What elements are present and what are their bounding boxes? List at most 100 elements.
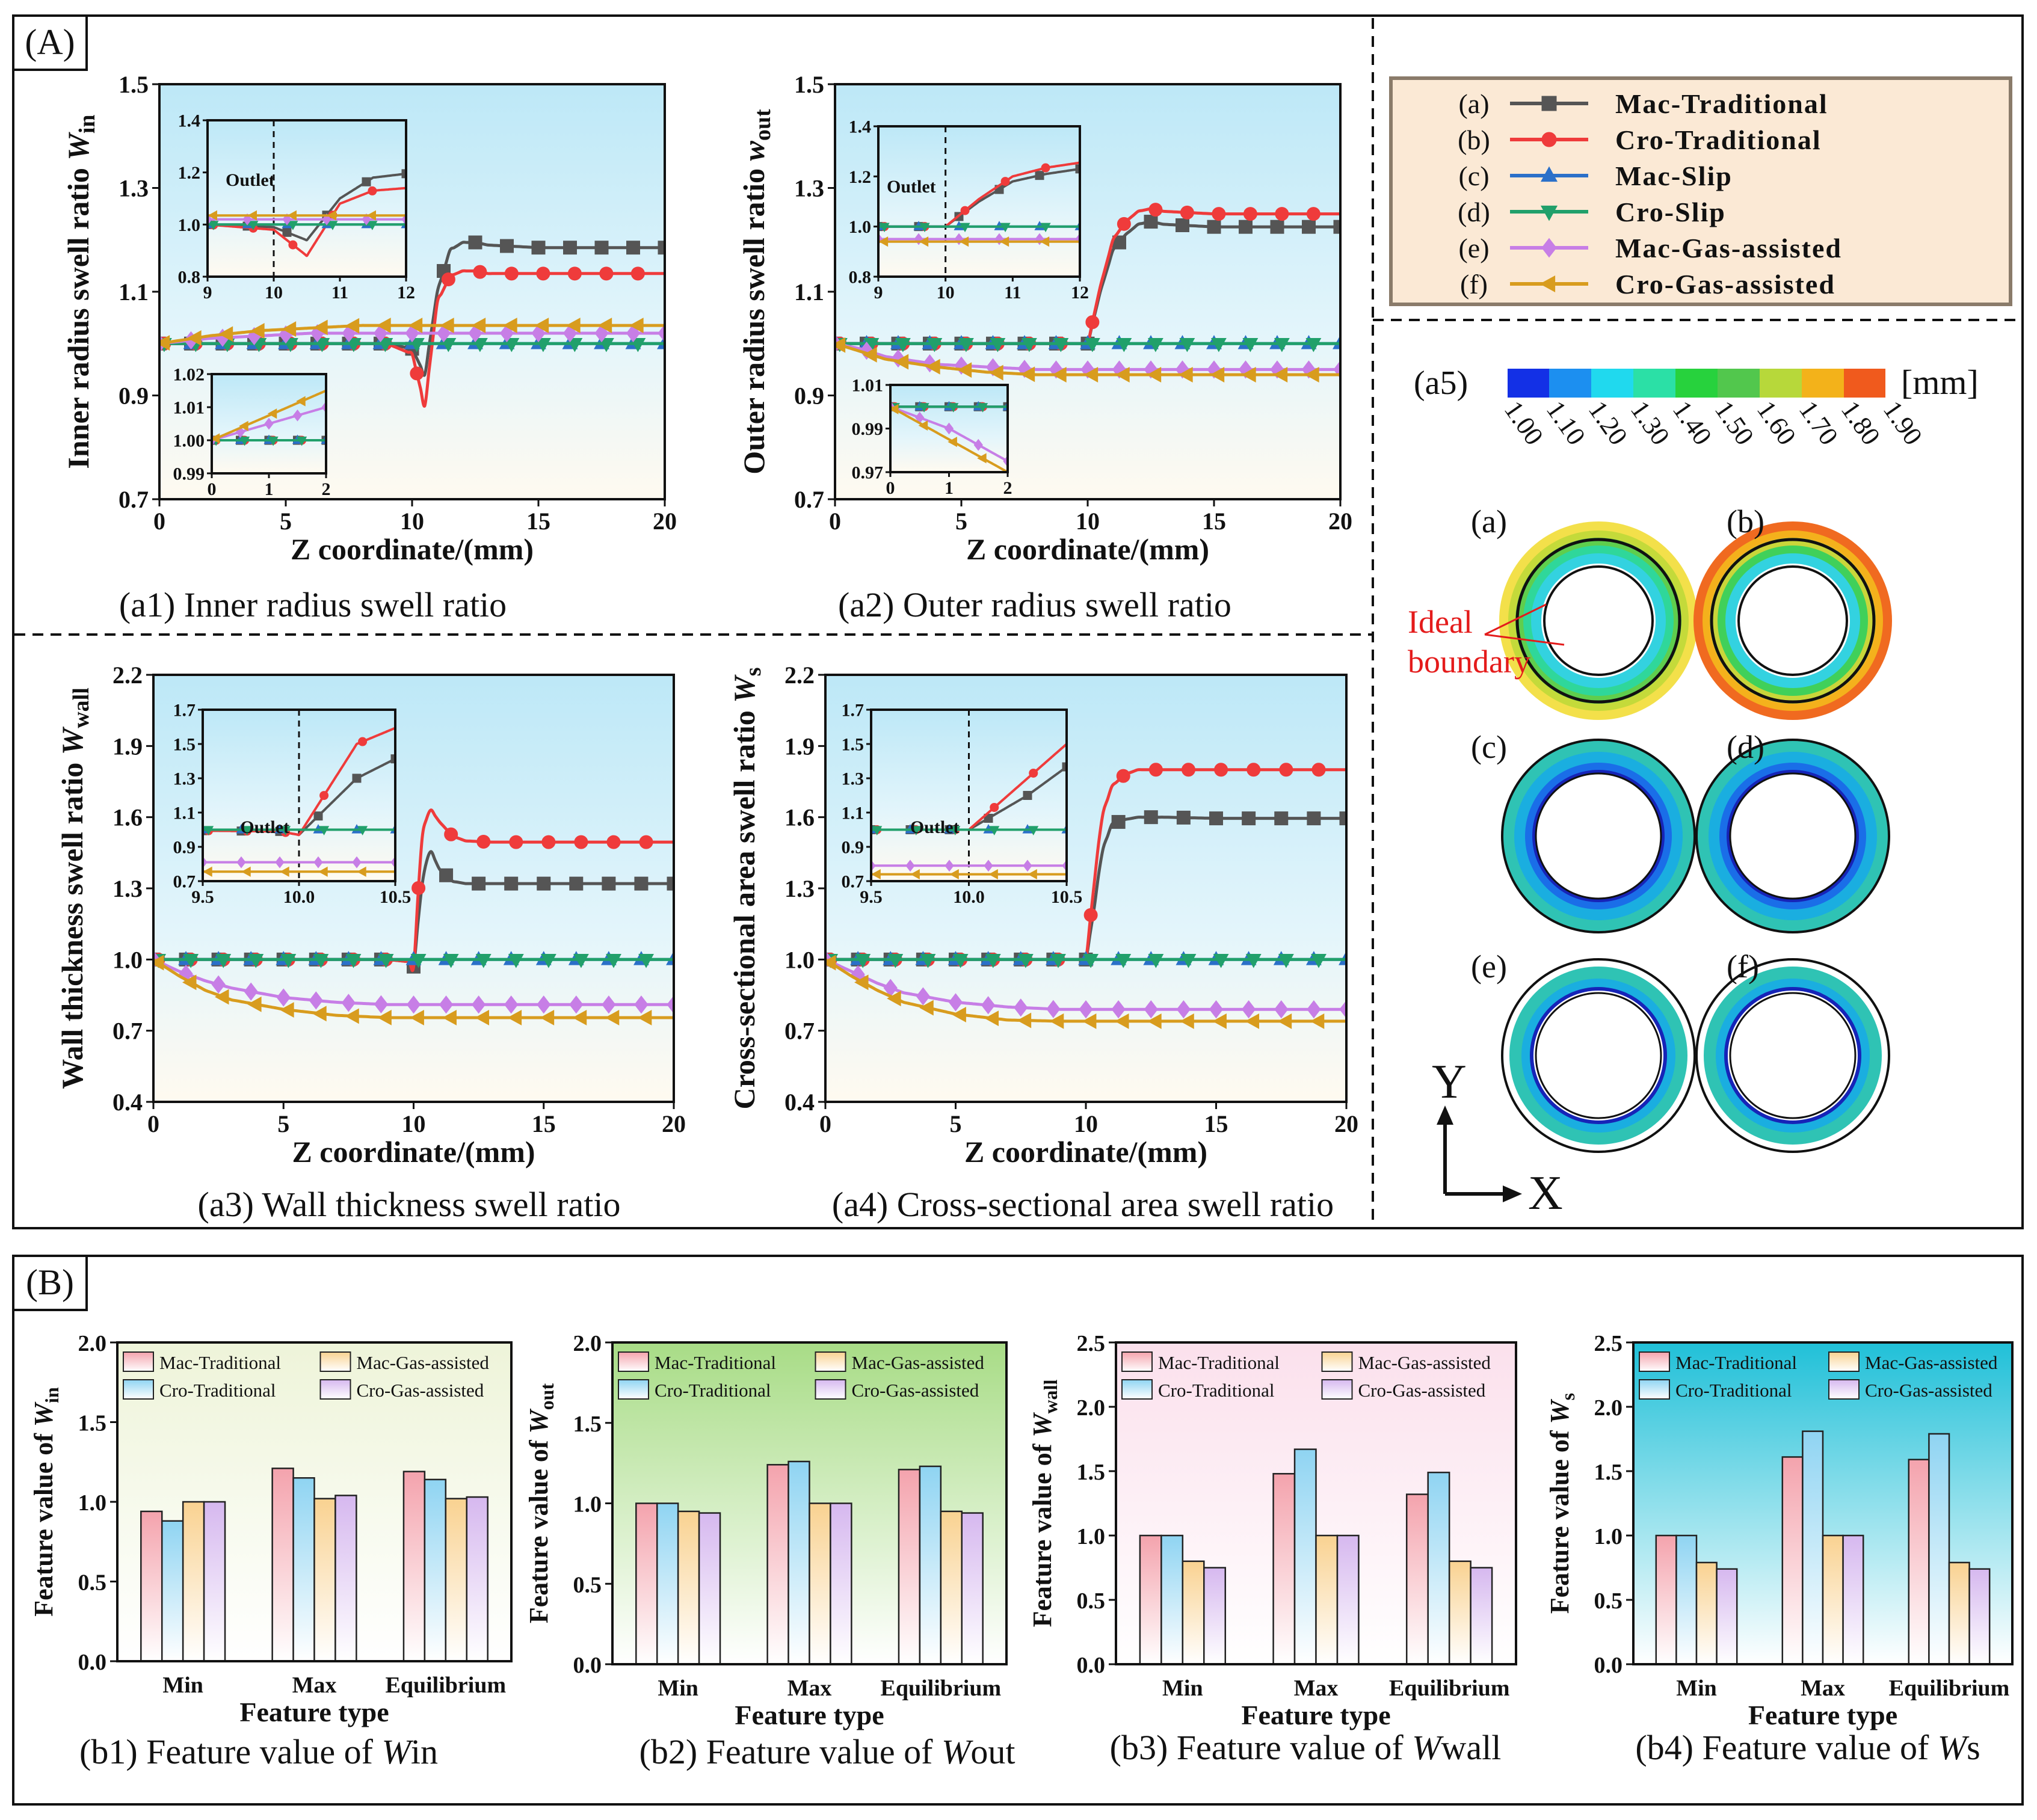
- a1-marker-Cro-Gas-assisted: [313, 319, 328, 336]
- a1-marker-Cro-Traditional: [473, 265, 487, 279]
- a3-marker-Cro-Traditional: [606, 835, 621, 849]
- a1-marker-Mac-Traditional: [563, 241, 577, 255]
- b3-caption: (b3) Feature value of Wwall: [1110, 1728, 1502, 1767]
- a3-xlabel: Z coordinate/(mm): [292, 1135, 535, 1169]
- a3-marker-Mac-Traditional: [537, 876, 551, 891]
- a3-marker-Cro-Gas-assisted: [605, 1010, 620, 1025]
- a4-marker-Cro-Slip: [887, 954, 904, 968]
- a3-marker-Mac-Gas-assisted: [374, 995, 389, 1013]
- panel-A-label: (A): [25, 22, 75, 62]
- a4-marker-Cro-Gas-assisted: [1277, 1013, 1292, 1029]
- a3-marker-Cro-Slip: [215, 954, 232, 968]
- a1-ytick-label: 1.1: [119, 278, 149, 306]
- b3-ytick-label: 1.5: [1077, 1460, 1106, 1485]
- a4-inset1-ytick-label: 0.7: [842, 872, 864, 892]
- a4-inset1-marker-Mac-Gas-assisted: [984, 859, 993, 872]
- a1-ytick-label: 1.3: [119, 175, 149, 202]
- a3-ytick-label: 1.0: [112, 946, 143, 973]
- b4-ylabel: Feature value of Ws: [1545, 1393, 1579, 1614]
- b4-legend-label-2: Mac-Gas-assisted: [1865, 1352, 1998, 1373]
- a2-inset1-marker-Cro-Gas-assisted: [959, 236, 969, 247]
- a4-marker-Mac-Gas-assisted: [1241, 1000, 1256, 1019]
- b3-legend-label-0: Mac-Traditional: [1158, 1352, 1280, 1373]
- b3-bar-Cro-Traditional-Equilibrium: [1427, 1471, 1450, 1665]
- a4-inset1-xtick-label: 10.5: [1051, 887, 1083, 907]
- a4-marker-Mac-Traditional: [1144, 810, 1158, 825]
- a3-inset1-marker-Cro-Gas-assisted: [357, 866, 366, 877]
- a4-marker-Cro-Slip: [1050, 954, 1066, 968]
- a1-xtick-label: 15: [526, 508, 550, 535]
- b1-legend-label-0: Mac-Traditional: [159, 1352, 281, 1373]
- a2-inset1-xtick-label: 10: [937, 283, 955, 303]
- b3-ytick-label: 2.5: [1077, 1331, 1106, 1356]
- series-legend: (a) Mac-Traditional (b) Cro-Traditional (c) M…: [1389, 76, 2012, 306]
- a4-marker-Mac-Traditional: [1307, 811, 1321, 826]
- a4-marker-Mac-Gas-assisted: [1274, 1000, 1289, 1019]
- a4-marker-Cro-Gas-assisted: [1082, 1013, 1097, 1029]
- a3-marker-Mac-Traditional: [472, 876, 486, 891]
- a2-marker-Cro-Gas-assisted: [1115, 367, 1130, 383]
- a4-inset1-marker-Mac-Gas-assisted: [1023, 859, 1032, 872]
- a1-marker-Cro-Slip: [314, 337, 330, 352]
- legend-label-5: Cro-Gas-assisted: [1615, 269, 1835, 300]
- b1-category-label: Max: [292, 1673, 337, 1698]
- a3-inset1-marker-Mac-Gas-assisted: [352, 856, 362, 868]
- legend-tag-2: (c): [1458, 161, 1489, 191]
- a2-marker-Mac-Gas-assisted: [922, 354, 937, 373]
- a1-inset2-marker-Cro-Gas-assisted: [296, 396, 306, 407]
- b4-legend-label-3: Cro-Gas-assisted: [1865, 1380, 1992, 1401]
- a3-marker-Cro-Slip: [345, 954, 362, 968]
- a3-marker-Cro-Gas-assisted: [153, 955, 164, 971]
- a2-marker-Cro-Gas-assisted: [957, 362, 972, 378]
- colorbar-cell-8: [1844, 368, 1886, 398]
- b1-legend-swatch-1: [123, 1379, 154, 1400]
- a3-inset1-marker-Cro-Gas-assisted: [280, 866, 289, 877]
- a2-inset1-marker-Mac-Traditional: [1075, 164, 1080, 174]
- a2-marker-Cro-Slip: [1053, 337, 1069, 352]
- a1-inset-outlet: 9 10 11 12 0.8 1.0 1.2 1.4 Outlet: [178, 111, 416, 303]
- a4-xlabel: Z coordinate/(mm): [964, 1135, 1207, 1169]
- a3-marker-Cro-Traditional: [444, 827, 458, 841]
- a3-inset1-marker-Mac-Gas-assisted: [313, 856, 323, 868]
- a1-inset1-marker-Cro-Slip: [327, 221, 338, 230]
- a2-inset1-marker-Cro-Traditional: [1041, 163, 1050, 173]
- b1-bar-Cro-Traditional-Min: [161, 1520, 184, 1662]
- b1-bar-Mac-Traditional-Equilibrium: [402, 1471, 426, 1662]
- b4-category-label: Equilibrium: [1889, 1676, 2010, 1701]
- a2-marker-Cro-Slip: [1242, 337, 1259, 352]
- a3-marker-Cro-Slip: [606, 954, 621, 968]
- a4-ytick-label: 1.9: [784, 733, 815, 760]
- legend-marker-4: [1541, 238, 1557, 258]
- a3-marker-Mac-Traditional: [439, 868, 454, 882]
- b1-bar-Mac-Gas-assisted-Equilibrium: [445, 1498, 468, 1662]
- chart-a4: 0 5 10 15 20 0.4 0.7 1.0 1.3 1.6 1.9 2.2 Z coordinat…: [727, 662, 1358, 1224]
- ideal-boundary-text-1: Ideal: [1408, 604, 1473, 640]
- b4-ytick-label: 1.5: [1594, 1460, 1623, 1485]
- a3-inset1-ytick-label: 1.1: [173, 804, 196, 823]
- a3-ytick-label: 1.9: [112, 733, 143, 760]
- b3-bar-Mac-Traditional-Min: [1139, 1534, 1162, 1665]
- b2-ytick-label: 1.0: [573, 1492, 602, 1517]
- b4-legend-label-1: Cro-Traditional: [1675, 1380, 1792, 1401]
- a3-inset1-xtick-label: 10.5: [380, 887, 411, 907]
- colorbar-tick-7: 1.70: [1793, 396, 1844, 450]
- a2-marker-Cro-Gas-assisted: [1273, 367, 1288, 383]
- ideal-boundary-annotation: Ideal boundary: [1408, 603, 1565, 680]
- a3-marker-Cro-Gas-assisted: [540, 1010, 555, 1025]
- a2-marker-Cro-Slip: [1021, 337, 1037, 352]
- a1-marker-Mac-Gas-assisted: [562, 324, 578, 343]
- b1-ytick-label: 1.0: [78, 1490, 107, 1516]
- b4-bar-Mac-Gas-assisted-Max: [1822, 1534, 1844, 1665]
- a1-marker-Mac-Traditional: [468, 235, 482, 250]
- a4-marker-Cro-Gas-assisted: [825, 955, 836, 971]
- legend-tag-0: (a): [1458, 88, 1489, 119]
- b4-legend-swatch-1: [1639, 1379, 1670, 1400]
- a3-marker-Cro-Gas-assisted: [442, 1010, 457, 1025]
- a3-inset1-ytick-label: 1.3: [173, 769, 196, 789]
- a3-marker-Cro-Gas-assisted: [410, 1010, 424, 1025]
- a3-marker-Cro-Gas-assisted: [247, 996, 262, 1012]
- b2-legend-label-1: Cro-Traditional: [655, 1380, 771, 1401]
- b3-bar-Cro-Gas-assisted-Max: [1336, 1534, 1360, 1665]
- a2-marker-Cro-Gas-assisted: [835, 337, 846, 353]
- a1-inset1-marker-Cro-Traditional: [368, 186, 377, 195]
